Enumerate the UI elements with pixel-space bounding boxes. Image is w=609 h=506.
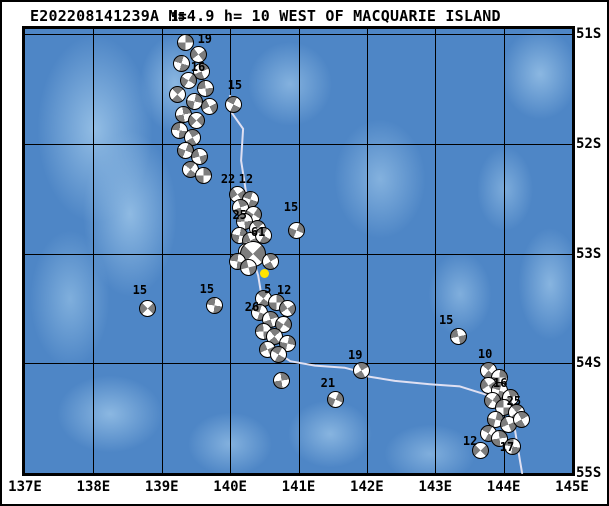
focal-mechanism-beachball [270,346,288,363]
latitude-label: 54S [576,355,602,372]
focal-mechanism-beachball [138,299,156,317]
gridline-horizontal [25,34,572,36]
depth-label: 22 [220,172,236,187]
depth-label: 19 [348,347,363,362]
focal-mechanism-beachball [513,410,531,428]
longitude-label: 138E [76,479,111,495]
depth-label: 15 [170,9,186,24]
depth-label: 16 [492,376,508,391]
gridline-vertical [161,29,163,473]
latitude-label: 51S [576,26,602,43]
focal-mechanism-beachball [255,226,273,244]
focal-mechanism-beachball [273,372,291,390]
gridline-horizontal [25,144,572,146]
focal-mechanism-beachball [449,328,467,346]
focal-mechanism-beachball [177,33,195,51]
latitude-label: 53S [576,245,602,262]
latitude-label: 55S [576,465,602,481]
focal-mechanism-beachball [326,390,344,408]
focal-mechanism-beachball [172,55,190,73]
latitude-label: 52S [576,136,602,153]
gridline-vertical [230,29,232,473]
depth-label: 16 [190,60,206,75]
longitude-label: 139E [144,479,179,495]
depth-label: 15 [199,281,215,296]
gridline-vertical [435,29,437,473]
plate-boundary-line [229,94,524,474]
focal-mechanism-beachball [239,259,257,277]
focal-mechanism-beachball [287,222,305,240]
depth-label: 25 [506,393,522,408]
depth-label: 21 [320,376,336,391]
focal-mechanism-beachball [180,71,198,89]
latitude-axis: 51S 52S 53S 54S 55S [576,26,607,481]
focal-mechanism-beachball [471,442,489,460]
focal-mechanism-beachball [191,147,209,165]
epicenter-marker [260,268,270,278]
longitude-label: 137E [8,479,42,495]
focal-mechanism-beachball [188,112,206,130]
depth-label: 10 [477,346,493,361]
gridline-horizontal [25,363,572,365]
gridline-vertical [93,29,95,473]
depth-label: 5 [264,281,272,296]
focal-mechanism-beachball [192,63,210,81]
longitude-label: 141E [281,479,316,495]
focal-mechanism-beachball [197,79,215,97]
gridline-vertical [366,29,368,473]
focal-mechanism-beachball [194,167,212,185]
focal-mechanism-beachball [201,98,219,116]
longitude-label: 142E [350,479,384,495]
map-area: 15 19 16 15 22 12 15 25 61 15 15 5 12 26 19 21 15 10 16 25 1… [22,10,575,476]
gridline-vertical [298,29,300,473]
depth-label: 12 [462,434,478,449]
depth-label: 15 [438,312,454,327]
longitude-label: 140E [213,479,247,495]
depth-label: 12 [276,282,292,297]
longitude-label: 144E [486,479,521,495]
depth-label: 26 [244,300,260,315]
depth-label: 15 [283,199,299,214]
depth-label: 25 [232,208,247,223]
focal-mechanism-beachball [262,252,280,270]
depth-label: 15 [227,77,243,92]
gridline-horizontal [25,253,572,255]
focal-mechanism-beachball [503,438,521,456]
focal-mechanism-beachball [225,96,243,114]
figure-title: E202208141239A M=4.9 h= 10 WEST OF MACQU… [30,7,501,25]
gridline-vertical [503,29,505,473]
depth-label: 17 [499,439,515,454]
focal-mechanism-beachball [189,45,207,63]
focal-mechanism-beachball [169,86,187,104]
longitude-label: 143E [418,479,453,495]
longitude-axis: 137E 138E 139E 140E 141E 142E 143E 144E 145E [8,479,589,499]
focal-mechanism-beachball [353,362,371,380]
longitude-label: 145E [555,479,589,495]
focal-mechanism-beachball [205,296,223,314]
depth-label: 61 [250,224,266,239]
depth-label: 15 [132,282,148,297]
depth-label: 12 [238,172,254,187]
depth-label: 19 [197,31,213,46]
